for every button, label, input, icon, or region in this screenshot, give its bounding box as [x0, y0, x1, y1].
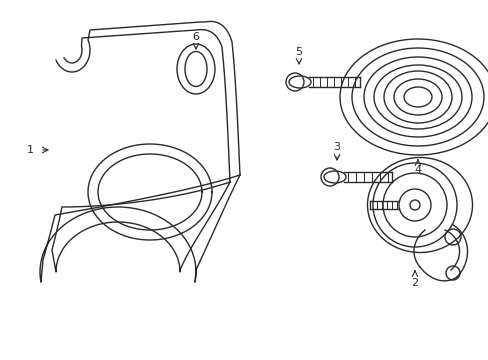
Text: 5: 5 — [295, 47, 302, 57]
Text: 1: 1 — [26, 145, 34, 155]
Text: 2: 2 — [410, 278, 418, 288]
Text: 6: 6 — [192, 32, 199, 42]
Text: 3: 3 — [333, 142, 340, 152]
Text: 4: 4 — [414, 165, 421, 175]
